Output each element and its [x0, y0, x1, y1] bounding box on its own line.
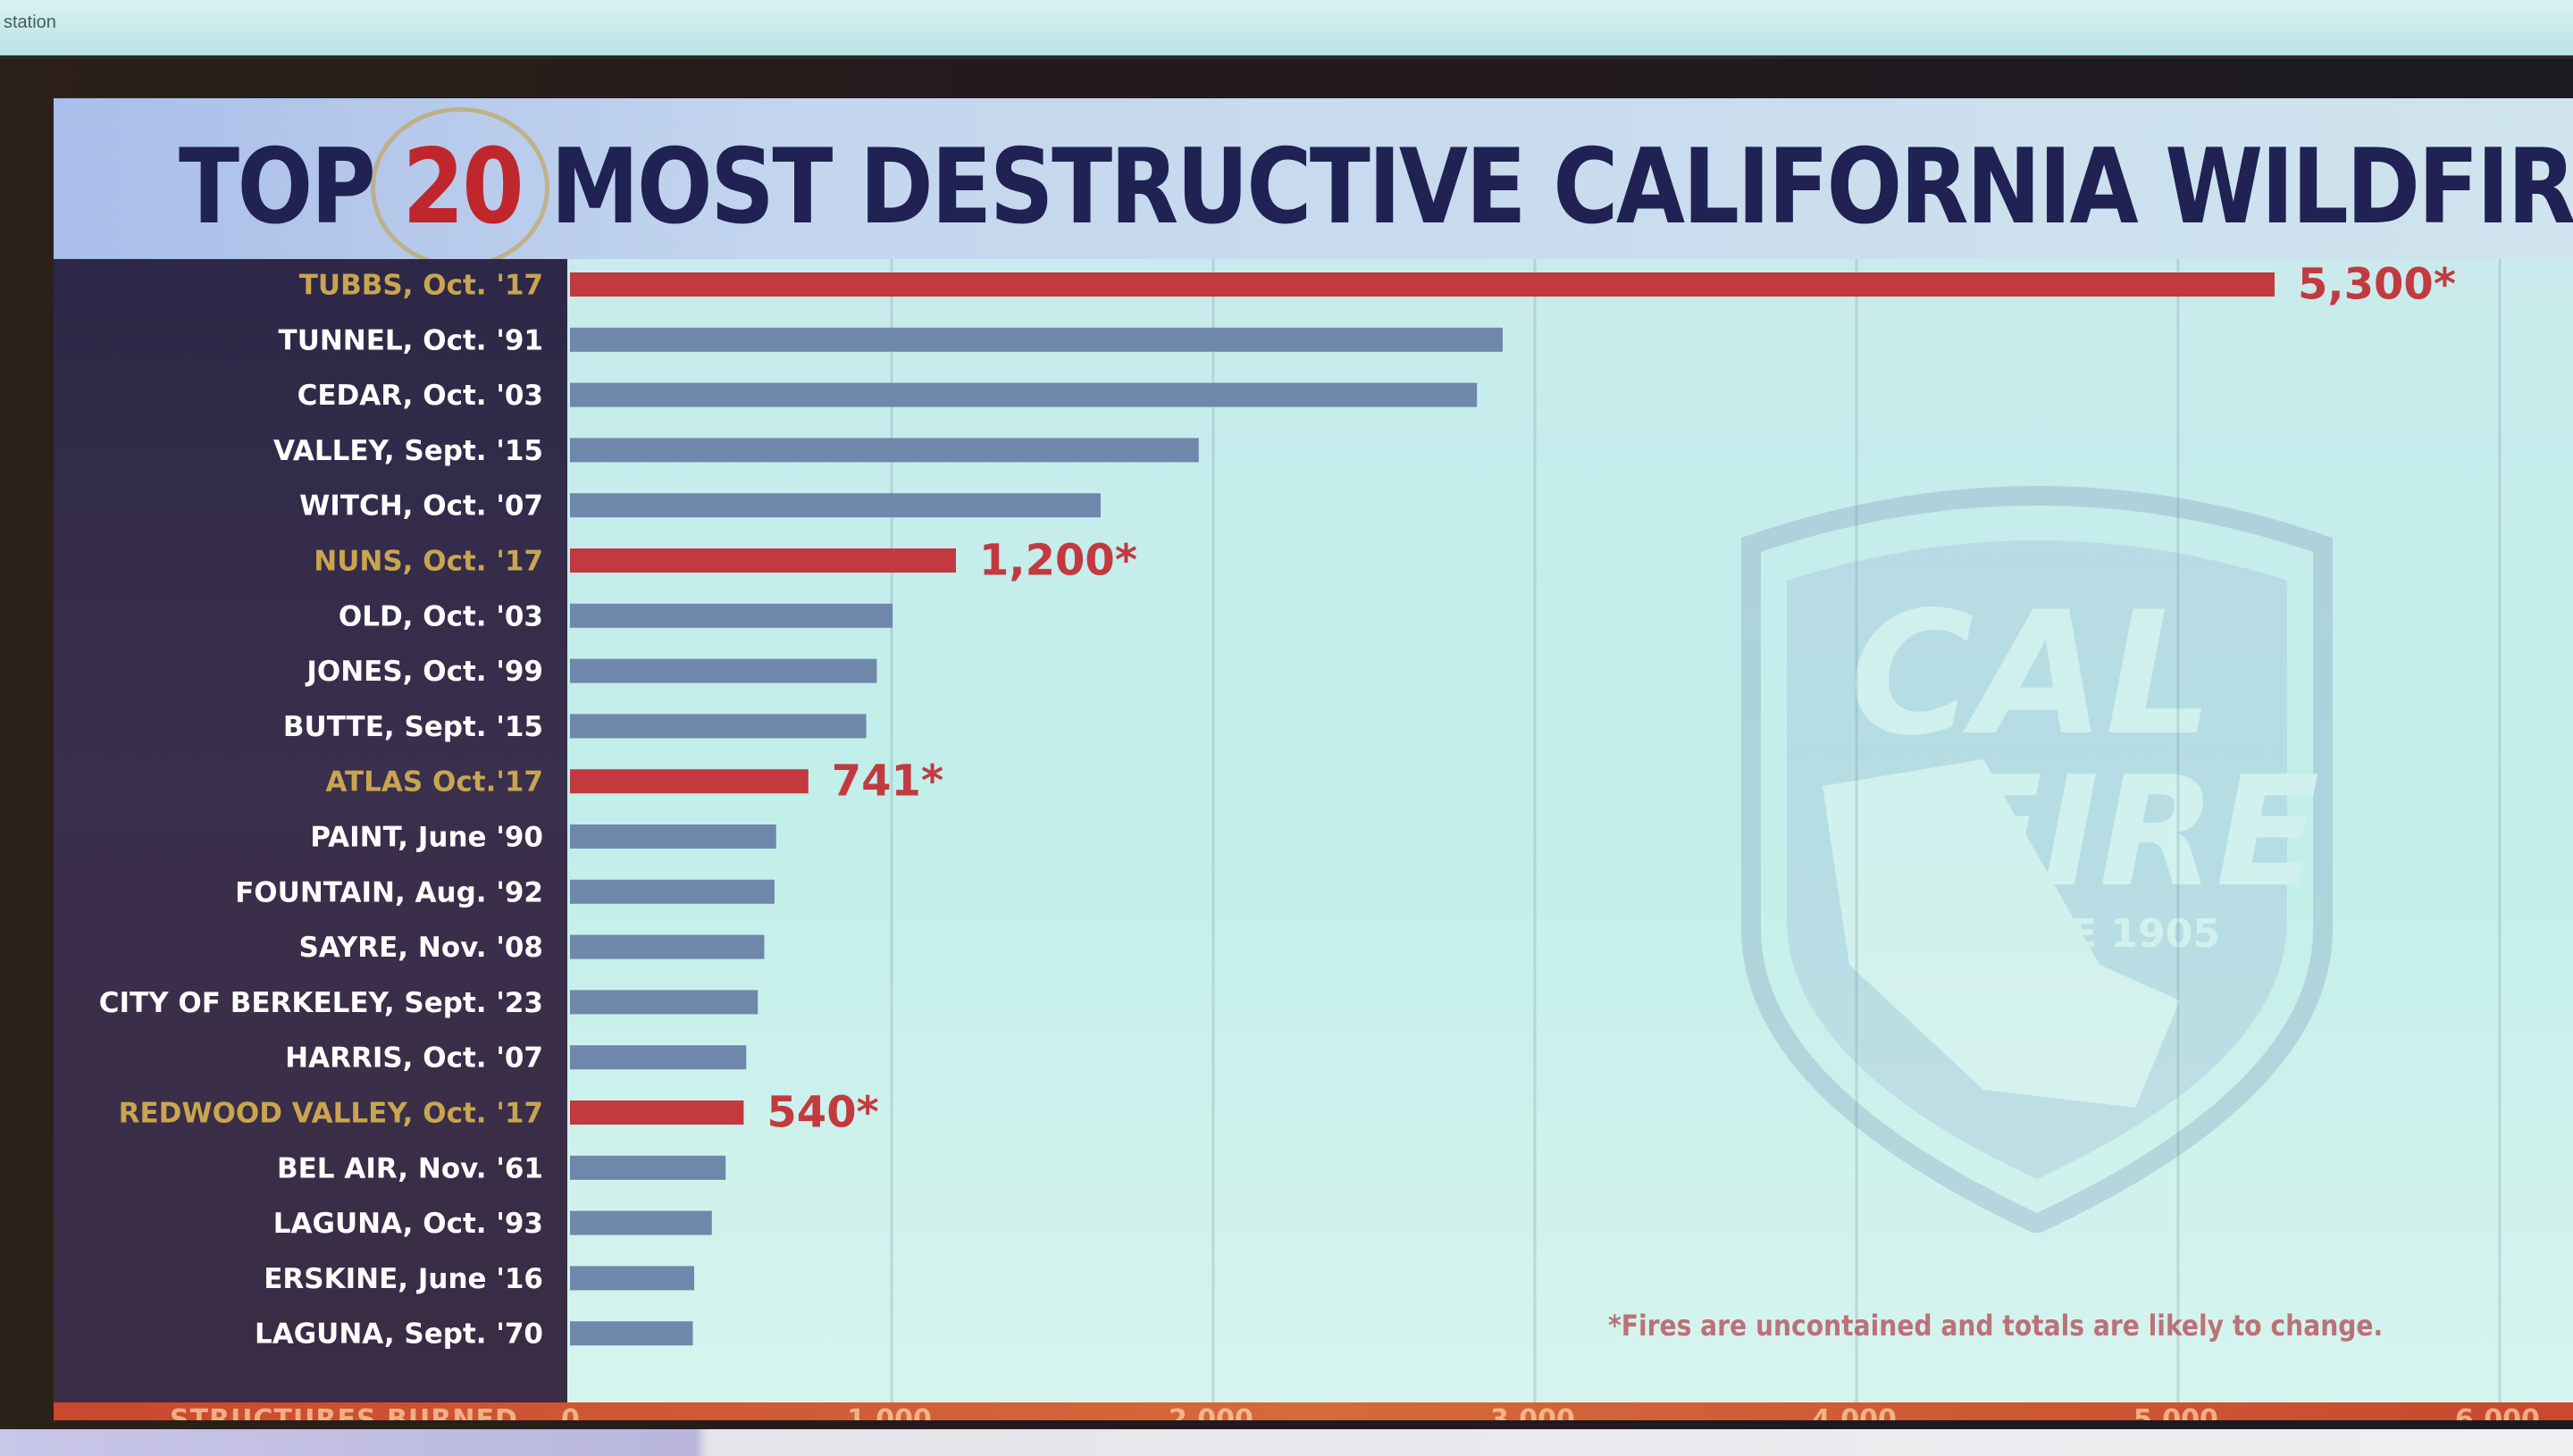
bar	[570, 382, 1478, 407]
x-tick-label: 2,000	[1169, 1404, 1253, 1420]
bar-label: HARRIS, Oct. '07	[285, 1042, 543, 1075]
title-suffix: MOST DESTRUCTIVE CALIFORNIA WILDFIRES	[522, 127, 2573, 247]
x-tick-label: 1,000	[847, 1404, 932, 1420]
bar-label: OLD, Oct. '03	[339, 600, 543, 632]
bar	[570, 493, 1101, 518]
bar	[570, 990, 758, 1015]
bar-label: CITY OF BERKELEY, Sept. '23	[99, 987, 543, 1019]
x-tick-label: 3,000	[1490, 1404, 1575, 1420]
bar-label: NUNS, Oct. '17	[314, 546, 543, 578]
bar	[570, 879, 775, 904]
bar	[570, 769, 809, 794]
chart-footnote: *Fires are uncontained and totals are li…	[1608, 1309, 2384, 1343]
bar	[570, 934, 765, 959]
title-number: 20	[402, 127, 524, 247]
x-axis-band	[54, 1402, 2573, 1420]
bar	[570, 438, 1199, 463]
x-axis-title: STRUCTURES BURNED	[170, 1404, 518, 1420]
bar-label: CEDAR, Oct. '03	[298, 380, 543, 412]
x-tick-label: 5,000	[2133, 1404, 2218, 1420]
watermark-line3: SINCE 1905	[1965, 911, 2220, 957]
x-tick-label: 4,000	[1812, 1404, 1897, 1420]
bar-value-label: 5,300*	[2298, 260, 2456, 310]
window-title-bar: station	[0, 0, 2573, 59]
bar	[570, 1100, 744, 1125]
slide: TOP 20 MOST DESTRUCTIVE CALIFORNIA WILDF…	[54, 98, 2573, 1420]
watermark-line2: FIRE	[1939, 744, 2319, 921]
bar-value-label: 540*	[767, 1088, 878, 1138]
bar	[570, 603, 893, 628]
bar-label: LAGUNA, Oct. '93	[273, 1208, 543, 1240]
bar-label: SAYRE, Nov. '08	[298, 932, 543, 964]
bar-label: PAINT, June '90	[310, 822, 543, 854]
label-panel	[54, 259, 567, 1420]
bar-label: FOUNTAIN, Aug. '92	[235, 876, 543, 908]
bar	[570, 1266, 694, 1291]
bar	[570, 272, 2275, 297]
watermark-line1: CAL	[1849, 575, 2214, 773]
bar-label: BUTTE, Sept. '15	[283, 711, 543, 743]
bar-value-label: 741*	[832, 757, 943, 807]
window-title: station	[4, 13, 56, 32]
bar	[570, 824, 776, 849]
x-tick-label: 6,000	[2455, 1404, 2540, 1420]
bar-label: TUNNEL, Oct. '91	[279, 324, 543, 356]
bar-label: JONES, Oct. '99	[305, 656, 543, 688]
bar	[570, 1210, 712, 1235]
bar-value-label: 1,200*	[979, 536, 1137, 586]
bar-label: VALLEY, Sept. '15	[273, 435, 543, 467]
bar-label: LAGUNA, Sept. '70	[255, 1318, 543, 1351]
bar-label: WITCH, Oct. '07	[299, 490, 543, 523]
bar	[570, 658, 877, 683]
bar-label: TUBBS, Oct. '17	[299, 270, 543, 302]
bar	[570, 1155, 726, 1180]
title-prefix: TOP	[179, 127, 403, 247]
calfire-logo-watermark: CAL FIRE SINCE 1905	[1741, 486, 2333, 1233]
bar	[570, 1321, 693, 1346]
chart-title: TOP 20 MOST DESTRUCTIVE CALIFORNIA WILDF…	[179, 125, 2573, 250]
bar	[570, 1045, 747, 1070]
bar	[570, 714, 867, 739]
x-tick-label: 0	[561, 1404, 580, 1420]
bar-label: BEL AIR, Nov. '61	[277, 1152, 543, 1184]
bar-label: ERSKINE, June '16	[264, 1263, 543, 1295]
bar-label: ATLAS Oct.'17	[325, 766, 543, 799]
bar-chart: TUBBS, Oct. '17 5,300* TUNNEL, Oct. '91 CED…	[99, 259, 2502, 1402]
bottom-strip	[0, 1429, 2573, 1456]
bar	[570, 548, 956, 573]
bar-label: REDWOOD VALLEY, Oct. '17	[119, 1098, 543, 1130]
bar	[570, 327, 1503, 352]
